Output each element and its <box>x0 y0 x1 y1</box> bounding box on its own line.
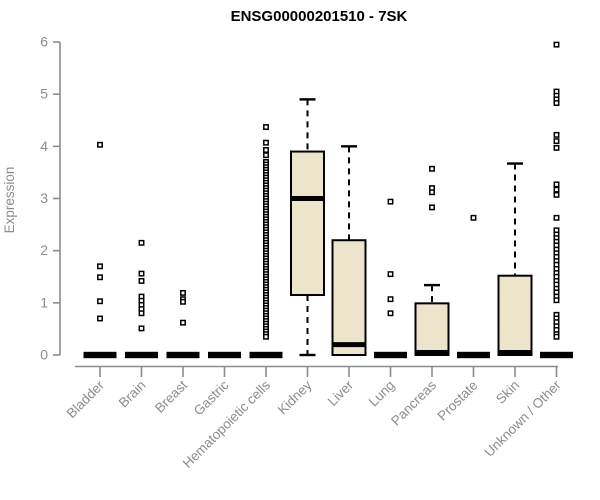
x-tick-label-prostate: Prostate <box>434 378 480 424</box>
x-tick-label-unknown-other: Unknown / Other <box>481 377 564 460</box>
boxplot-brain <box>125 239 158 359</box>
outlier-point <box>138 325 145 332</box>
outlier-point <box>553 186 560 193</box>
boxplot-unknown-other <box>540 41 573 359</box>
outlier-point <box>387 198 394 205</box>
outlier-point <box>553 191 560 198</box>
outlier-point <box>97 274 103 281</box>
y-tick-label: 0 <box>40 347 48 363</box>
x-tick-label-gastric: Gastric <box>191 377 232 418</box>
collapsed-box <box>540 351 573 359</box>
boxplot-hematopoietic-cells <box>249 124 283 359</box>
outlier-point <box>387 296 394 303</box>
iqr-box <box>497 274 533 356</box>
boxplot-bladder <box>83 141 117 359</box>
outlier-point <box>97 263 103 270</box>
iqr-box <box>331 239 367 357</box>
outlier-point <box>263 147 269 153</box>
outlier-point <box>429 165 435 172</box>
collapsed-box <box>249 351 283 359</box>
outlier-point <box>553 144 560 151</box>
outlier-point <box>553 138 560 145</box>
outlier-point <box>263 124 269 130</box>
iqr-box <box>414 302 450 357</box>
outlier-point <box>553 131 560 138</box>
x-tick-label-liver: Liver <box>325 377 357 409</box>
outlier-point <box>138 270 145 277</box>
boxplot-skin <box>497 162 533 356</box>
x-tick-label-breast: Breast <box>152 377 190 415</box>
collapsed-box <box>374 351 407 359</box>
y-tick-label: 3 <box>40 190 48 206</box>
outlier-point <box>553 100 560 106</box>
y-tick-label: 5 <box>40 86 48 102</box>
outlier-point <box>138 310 145 317</box>
outlier-point <box>180 298 186 305</box>
collapsed-box <box>166 351 200 359</box>
outlier-point <box>97 141 103 148</box>
boxplot-lung <box>374 198 407 359</box>
outlier-point <box>387 271 394 278</box>
outlier-point <box>553 333 560 340</box>
outlier-point <box>180 319 186 326</box>
outlier-point <box>97 315 103 322</box>
outlier-point <box>180 289 186 296</box>
boxplot-series <box>83 41 573 359</box>
x-tick-label-lung: Lung <box>366 378 398 410</box>
outlier-point <box>553 181 560 188</box>
x-tick-label-skin: Skin <box>493 378 522 407</box>
y-tick-label: 4 <box>40 138 48 154</box>
collapsed-box <box>457 351 490 359</box>
x-tick-label-bladder: Bladder <box>64 377 108 421</box>
outlier-point <box>553 41 560 48</box>
collapsed-box <box>83 351 117 359</box>
boxplot-prostate <box>457 214 490 359</box>
boxplot-kidney <box>290 98 325 357</box>
outlier-point <box>138 239 145 246</box>
outlier-point <box>429 189 435 196</box>
boxplot-breast <box>166 289 200 359</box>
outlier-point <box>553 214 560 221</box>
chart-title: ENSG00000201510 - 7SK <box>231 8 408 25</box>
boxplot-gastric <box>208 351 241 359</box>
y-tick-label: 2 <box>40 242 48 258</box>
outlier-point <box>429 204 435 211</box>
outlier-point <box>553 297 560 304</box>
outlier-point <box>263 333 269 340</box>
outlier-point <box>97 298 103 305</box>
outlier-point <box>138 277 145 284</box>
y-axis-title: Expression <box>2 167 17 234</box>
x-tick-label-pancreas: Pancreas <box>388 377 439 428</box>
y-tick-label: 1 <box>40 294 48 310</box>
outlier-point <box>263 152 269 159</box>
x-tick-label-kidney: Kidney <box>275 377 315 417</box>
x-tick-label-brain: Brain <box>116 378 149 411</box>
outlier-point <box>470 214 477 221</box>
outlier-point <box>263 139 269 146</box>
outlier-point <box>387 310 394 317</box>
boxplot-pancreas <box>414 165 450 357</box>
collapsed-box <box>125 351 158 359</box>
collapsed-box <box>208 351 241 359</box>
y-tick-label: 6 <box>40 34 48 50</box>
boxplot-liver <box>331 145 367 357</box>
iqr-box <box>290 150 325 297</box>
